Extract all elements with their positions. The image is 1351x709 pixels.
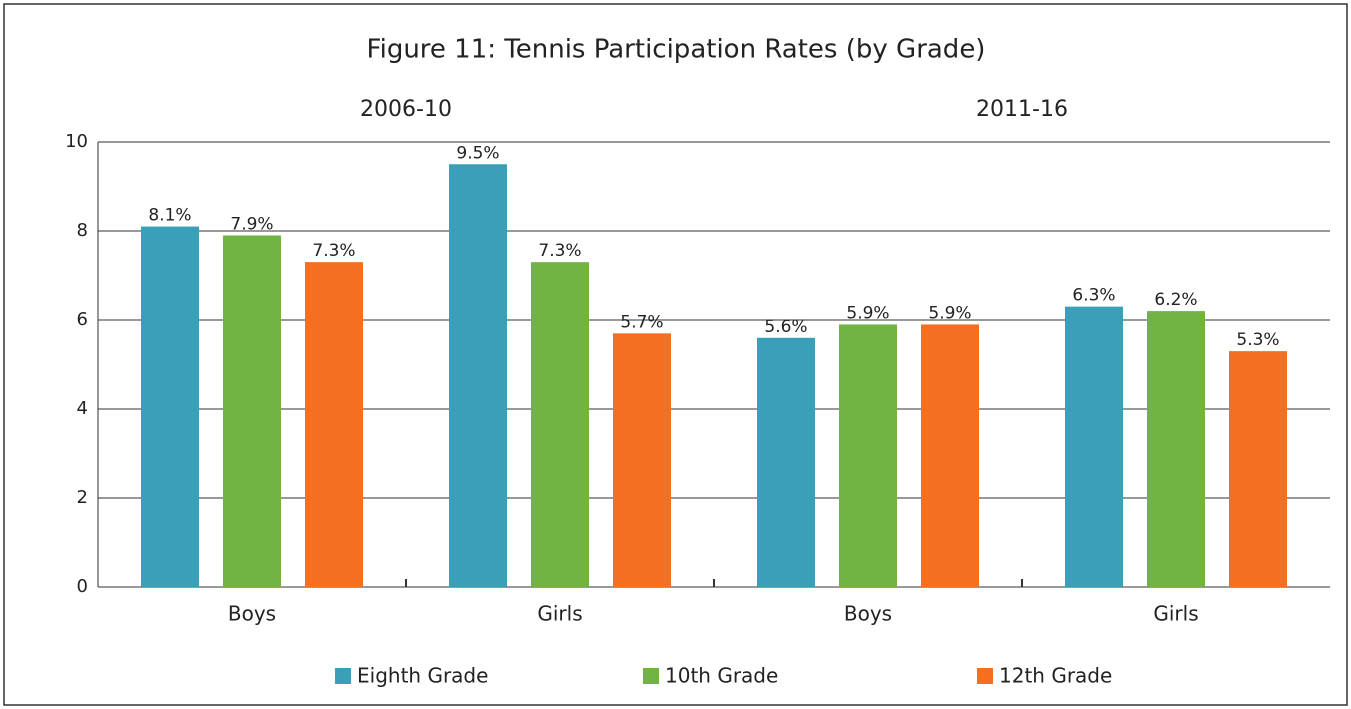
- bar: [1147, 311, 1205, 587]
- chart-title: Figure 11: Tennis Participation Rates (b…: [367, 35, 986, 65]
- frame: [3, 3, 1348, 706]
- data-label: 9.5%: [456, 143, 499, 163]
- group-label: 2006-10: [360, 97, 452, 122]
- x-tick-label: Boys: [844, 602, 892, 626]
- data-label: 6.2%: [1154, 290, 1197, 310]
- y-tick-label: 8: [77, 220, 88, 241]
- data-label: 6.3%: [1072, 286, 1115, 306]
- data-label: 5.6%: [764, 317, 807, 337]
- bar: [141, 226, 199, 588]
- data-label: 5.3%: [1236, 330, 1279, 350]
- y-tick-label: 4: [77, 398, 88, 419]
- group-label: 2011-16: [976, 97, 1068, 122]
- data-label: 5.9%: [846, 303, 889, 323]
- data-label: 8.1%: [148, 206, 191, 226]
- y-tick-label: 0: [77, 576, 88, 597]
- bar: [223, 235, 281, 587]
- x-tick-label: Girls: [1153, 602, 1198, 626]
- bar: [531, 262, 589, 587]
- legend-label: 12th Grade: [999, 664, 1112, 688]
- bar: [613, 333, 671, 587]
- x-tick-label: Girls: [537, 602, 582, 626]
- bar: [757, 337, 815, 587]
- bar: [449, 164, 507, 587]
- data-label: 5.9%: [928, 303, 971, 323]
- bar: [921, 324, 979, 587]
- y-tick-label: 2: [77, 487, 88, 508]
- data-label: 7.3%: [312, 241, 355, 261]
- data-label: 7.9%: [230, 214, 273, 234]
- legend-swatch: [335, 668, 351, 684]
- legend-label: Eighth Grade: [357, 664, 488, 688]
- data-label: 5.7%: [620, 312, 663, 332]
- legend-label: 10th Grade: [665, 664, 778, 688]
- legend-swatch: [977, 668, 993, 684]
- legend-swatch: [643, 668, 659, 684]
- y-tick-label: 6: [77, 309, 88, 330]
- y-tick-label: 10: [65, 131, 88, 152]
- bar: [305, 262, 363, 587]
- data-label: 7.3%: [538, 241, 581, 261]
- x-tick-label: Boys: [228, 602, 276, 626]
- bar: [839, 324, 897, 587]
- bar: [1229, 351, 1287, 587]
- bar: [1065, 306, 1123, 587]
